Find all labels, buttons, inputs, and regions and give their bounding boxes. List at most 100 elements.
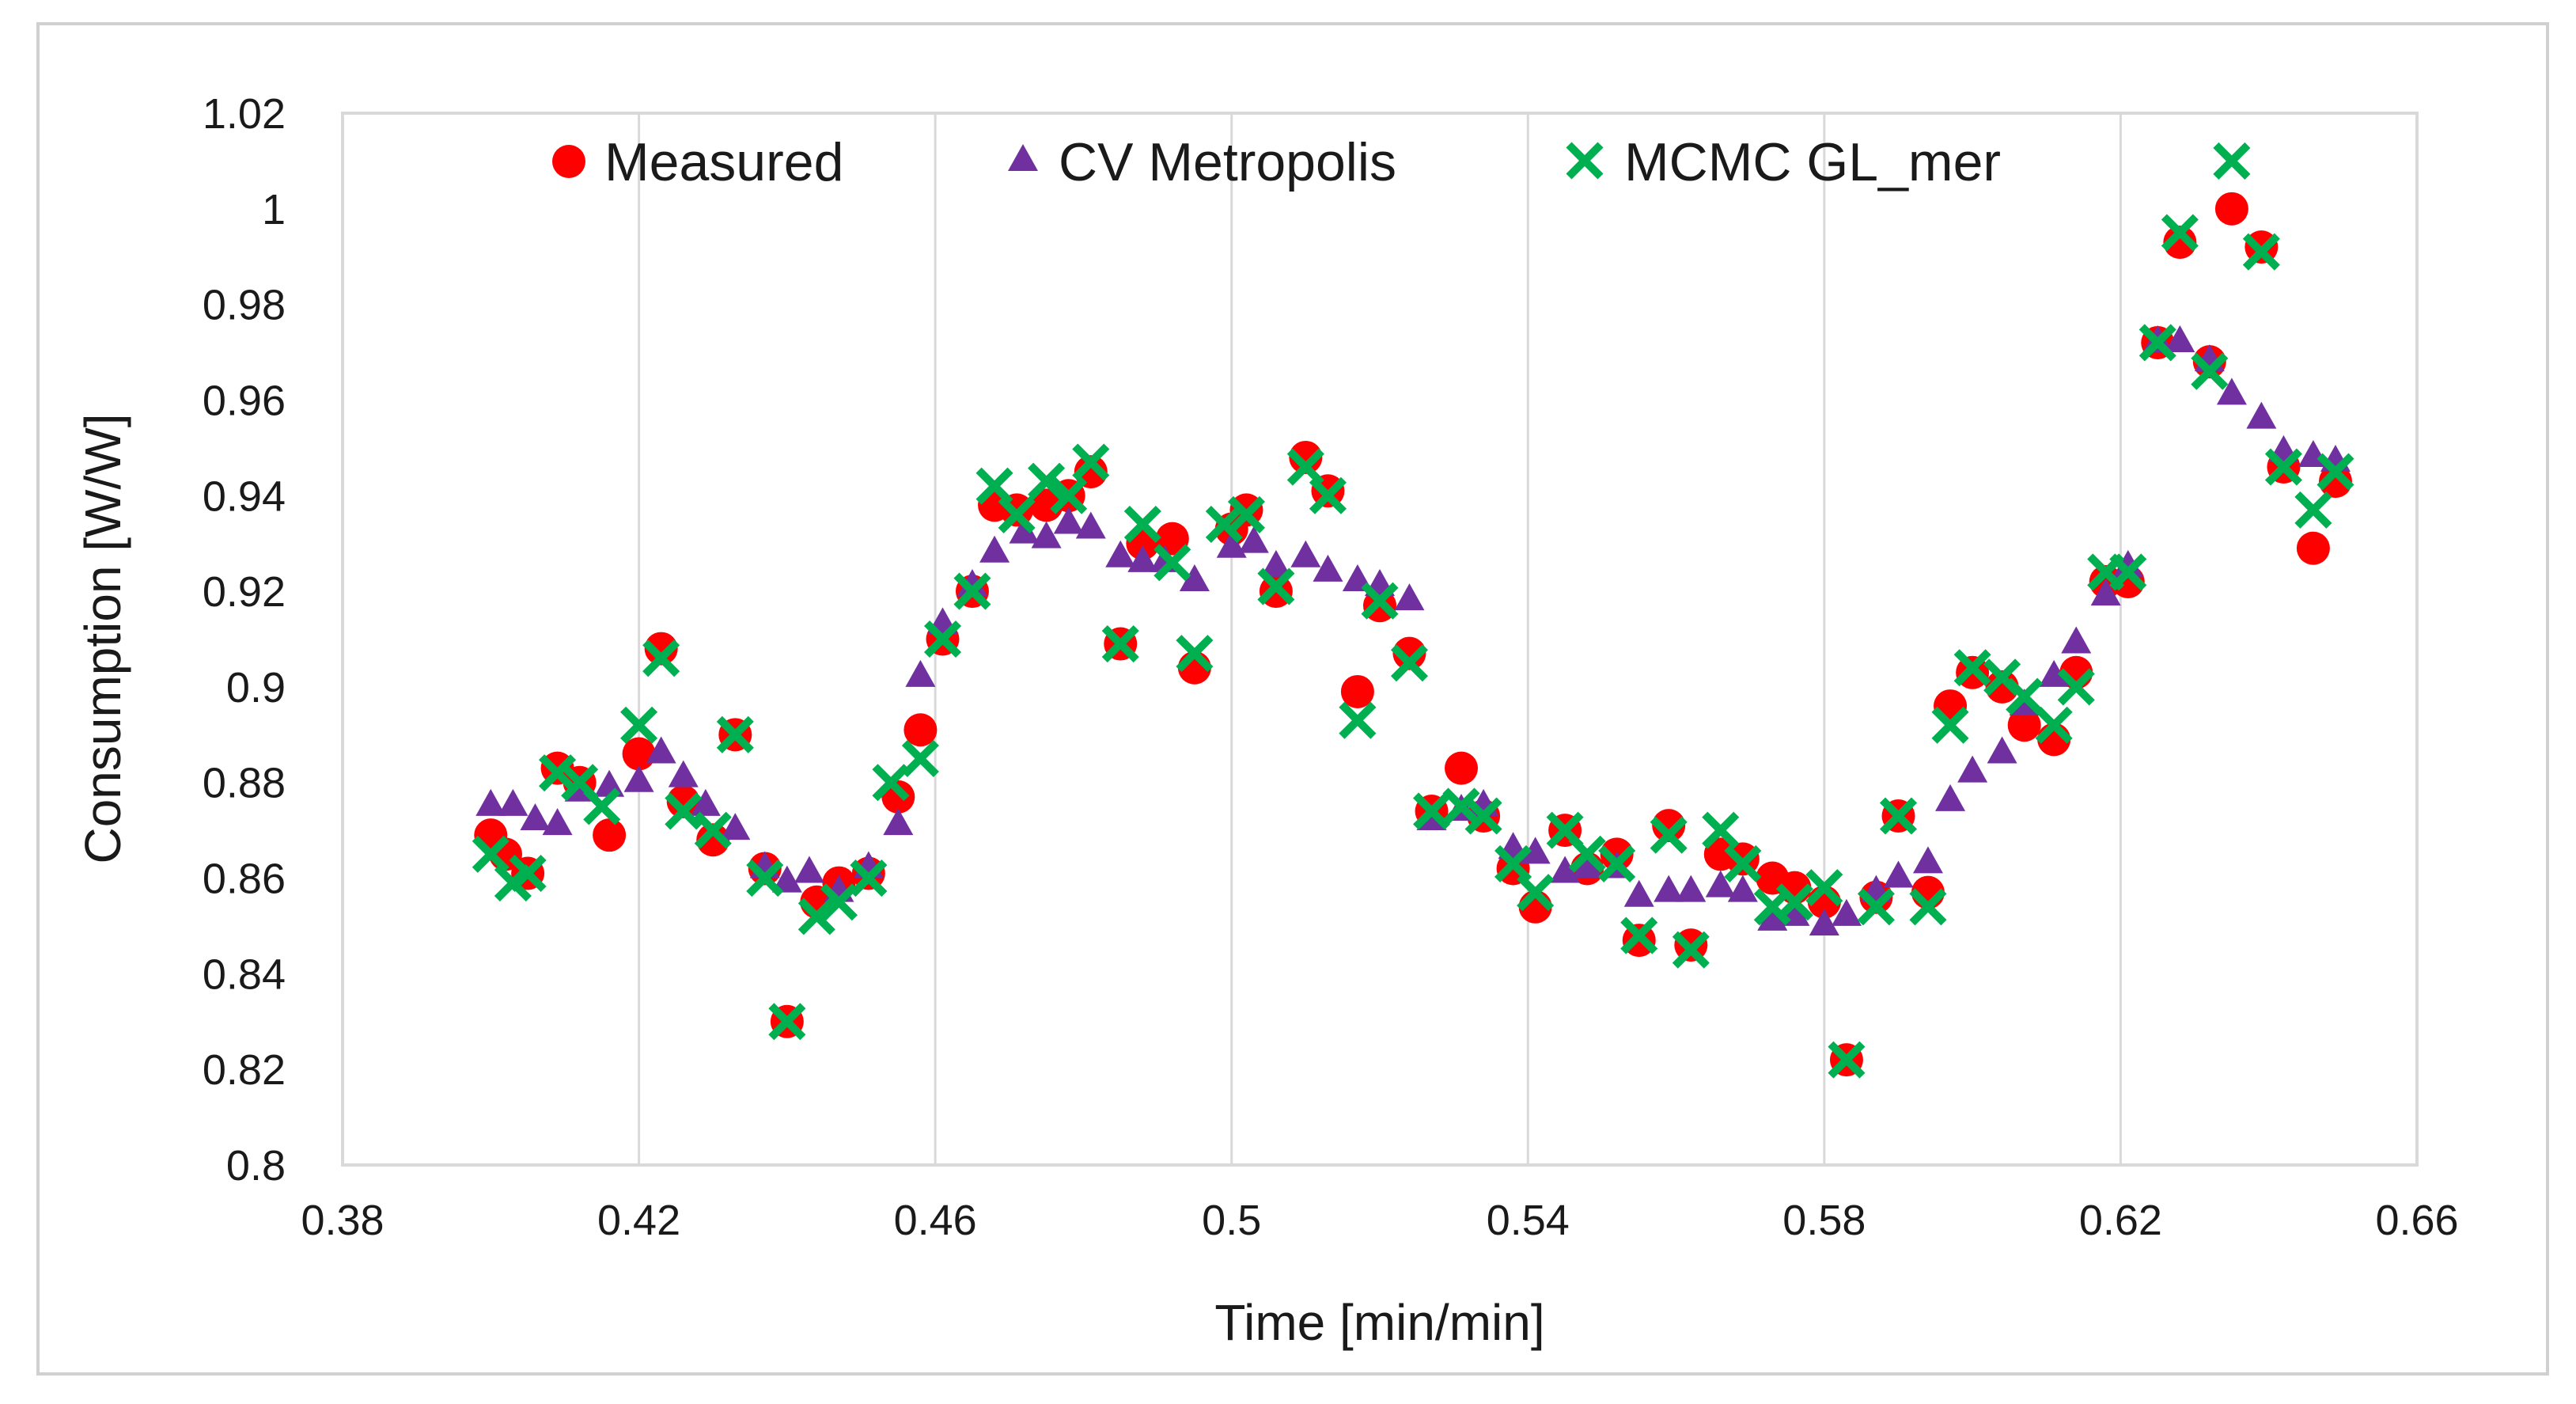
cv-metropolis-point — [1238, 526, 1269, 553]
mcmc-gl-mer-point — [1154, 544, 1191, 582]
mcmc-gl-mer-point — [2264, 448, 2302, 486]
mcmc-gl-mer-point — [1805, 869, 1843, 907]
mcmc-gl-mer-point — [746, 859, 784, 897]
mcmc-gl-mer-point — [1339, 701, 1377, 739]
cv-metropolis-point — [771, 865, 802, 893]
cv-metropolis-point — [2039, 659, 2070, 687]
cv-metropolis-point — [1031, 521, 1062, 548]
mcmc-gl-mer-point — [1857, 888, 1895, 926]
cv-metropolis-point — [1290, 540, 1321, 567]
mcmc-gl-mer-point — [1494, 844, 1532, 882]
y-tick-label: 0.82 — [203, 1046, 286, 1094]
mcmc-gl-mer-point — [1050, 476, 1088, 514]
x-axis-title: Time [min/min] — [1214, 1294, 1544, 1351]
x-tick-label: 0.54 — [1487, 1197, 1570, 1244]
cv-metropolis-point — [498, 788, 528, 816]
measured-point — [1652, 809, 1686, 843]
mcmc-gl-mer-point — [1464, 797, 1502, 835]
cv-metropolis-point — [1179, 564, 1210, 592]
mcmc-gl-mer-point — [1361, 582, 1399, 620]
mcmc-gl-mer-point — [1828, 1041, 1866, 1079]
cv-metropolis-point — [979, 535, 1010, 563]
y-tick-label: 0.8 — [226, 1142, 286, 1190]
mcmc-gl-mer-point — [2161, 214, 2199, 252]
cv-metropolis-point — [883, 808, 914, 836]
mcmc-gl-mer-point — [1176, 635, 1214, 673]
measured-point — [2007, 708, 2041, 742]
cv-metropolis-point — [668, 760, 699, 787]
measured-point — [1985, 670, 2019, 704]
cv-metropolis-point — [1676, 875, 1707, 902]
mcmc-gl-mer-point — [1598, 844, 1636, 882]
x-tick-label: 0.62 — [2079, 1197, 2162, 1244]
mcmc-gl-mer-point — [1568, 835, 1606, 873]
cv-metropolis-point — [1654, 875, 1684, 902]
mcmc-gl-mer-point — [665, 792, 703, 830]
mcmc-gl-mer-point — [1286, 448, 1324, 486]
measured-point — [1392, 636, 1426, 670]
cv-metropolis-point — [1009, 516, 1040, 544]
cv-metropolis-point — [1757, 903, 1788, 931]
mcmc-gl-mer-point — [1879, 797, 1918, 835]
chart-border — [36, 22, 2549, 1376]
mcmc-gl-mer-point — [472, 835, 510, 873]
cv-metropolis-point — [1705, 870, 1736, 897]
cv-metropolis-point — [1623, 879, 1654, 907]
mcmc-gl-mer-point — [1620, 916, 1658, 954]
legend-label-cv-metropolis: CV Metropolis — [1059, 132, 1396, 192]
mcmc-gl-mer-point — [1072, 443, 1110, 481]
cv-metropolis-point — [542, 808, 573, 836]
cv-metropolis-point — [2165, 324, 2195, 352]
cv-metropolis-point — [690, 788, 721, 816]
mcmc-gl-mer-point — [2035, 706, 2073, 744]
mcmc-gl-mer-point — [620, 706, 658, 744]
cv-metropolis-point — [1260, 549, 1291, 577]
mcmc-gl-mer-point — [694, 811, 732, 849]
cv-metropolis-point — [1075, 511, 1106, 539]
legend-marker-cv-metropolis — [1008, 144, 1038, 171]
mcmc-gl-mer-point — [768, 1003, 806, 1041]
mcmc-gl-mer-point — [2191, 352, 2229, 390]
cv-metropolis-point — [1127, 545, 1158, 572]
mcmc-gl-mer-point — [2057, 668, 2095, 706]
y-tick-label: 0.86 — [203, 856, 286, 903]
mcmc-gl-mer-point — [2317, 453, 2354, 491]
cv-metropolis-point — [646, 736, 676, 764]
cv-metropolis-point — [1987, 736, 2017, 764]
measured-point — [1289, 440, 1323, 474]
mcmc-gl-mer-point — [872, 764, 910, 802]
cv-metropolis-point — [905, 659, 936, 687]
measured-point — [666, 784, 700, 818]
cv-metropolis-point — [1520, 837, 1551, 864]
mcmc-gl-mer-point — [1672, 931, 1710, 969]
cv-metropolis-point — [2061, 626, 2092, 654]
cv-metropolis-point — [1727, 875, 1758, 902]
y-tick-label: 0.94 — [203, 472, 286, 520]
mcmc-gl-mer-point — [1650, 816, 1688, 854]
mcmc-gl-mer-point — [2109, 553, 2147, 591]
y-tick-label: 0.88 — [203, 760, 286, 807]
mcmc-gl-mer-point — [1442, 787, 1480, 825]
cv-metropolis-point — [1572, 851, 1603, 878]
legend-label-mcmc-gl-mer: MCMC GL_mer — [1624, 132, 2001, 192]
mcmc-gl-mer-point — [975, 467, 1013, 505]
x-tick-label: 0.38 — [301, 1197, 384, 1244]
x-tick-label: 0.66 — [2375, 1197, 2458, 1244]
mcmc-gl-mer-point — [1724, 844, 1762, 882]
cv-metropolis-point — [1394, 583, 1425, 611]
measured-point — [903, 713, 938, 747]
measured-point — [1340, 674, 1374, 708]
mcmc-gl-mer-point — [1931, 706, 1969, 744]
mcmc-gl-mer-point — [1101, 625, 1139, 663]
mcmc-gl-mer-point — [850, 859, 888, 897]
cv-metropolis-point — [1957, 755, 1988, 783]
measured-point — [2296, 531, 2330, 565]
cv-metropolis-point — [520, 803, 551, 831]
mcmc-gl-mer-point — [716, 715, 754, 753]
cv-metropolis-point — [2246, 401, 2277, 429]
y-tick-label: 1 — [262, 186, 286, 233]
mcmc-gl-mer-point — [1205, 505, 1243, 544]
mcmc-gl-mer-point — [2294, 491, 2332, 529]
